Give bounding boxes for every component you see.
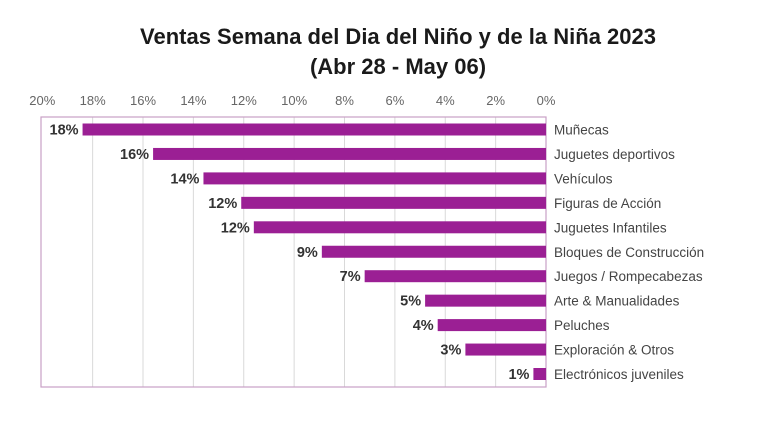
x-tick-label: 14% [180,93,206,108]
x-tick-label: 6% [385,93,404,108]
x-tick-label: 2% [486,93,505,108]
x-tick-label: 4% [436,93,455,108]
bar [364,270,546,283]
x-tick-label: 16% [130,93,156,108]
x-tick-label: 0% [537,93,556,108]
data-label: 12% [208,196,237,212]
data-label: 3% [440,343,461,359]
x-tick-label: 10% [281,93,307,108]
data-label: 7% [340,269,361,285]
category-label: Muñecas [554,123,609,138]
category-label: Vehículos [554,171,613,186]
category-label: Juguetes Infantiles [554,220,667,235]
bar [203,172,546,185]
bar [533,368,546,380]
x-tick-label: 8% [335,93,354,108]
category-label: Arte & Manualidades [554,294,680,309]
bar [321,245,546,258]
bar [437,319,546,332]
data-label: 5% [400,294,421,310]
chart-title-block: Ventas Semana del Dia del Niño y de la N… [0,22,768,82]
bar [82,123,547,136]
x-tick-label: 18% [80,93,106,108]
bar [253,221,546,234]
chart-subtitle: (Abr 28 - May 06) [309,54,487,79]
category-label: Peluches [554,318,610,333]
data-label: 1% [508,367,529,383]
bar [465,343,546,356]
category-label: Juegos / Rompecabezas [554,269,703,284]
bar [241,196,546,209]
data-label: 4% [413,318,434,334]
bar [425,294,546,307]
data-label: 16% [120,147,149,163]
data-label: 18% [50,123,79,139]
category-label: Electrónicos juveniles [554,367,684,382]
x-tick-label: 20% [29,93,55,108]
chart-title: Ventas Semana del Dia del Niño y de la N… [140,24,656,49]
data-label: 14% [170,171,199,187]
category-label: Exploración & Otros [554,343,674,358]
x-tick-label: 12% [231,93,257,108]
bar [153,147,546,160]
category-label: Bloques de Construcción [554,245,704,260]
category-label: Juguetes deportivos [554,147,675,162]
data-label: 12% [221,220,250,236]
category-label: Figuras de Acción [554,196,661,211]
data-label: 9% [297,245,318,261]
